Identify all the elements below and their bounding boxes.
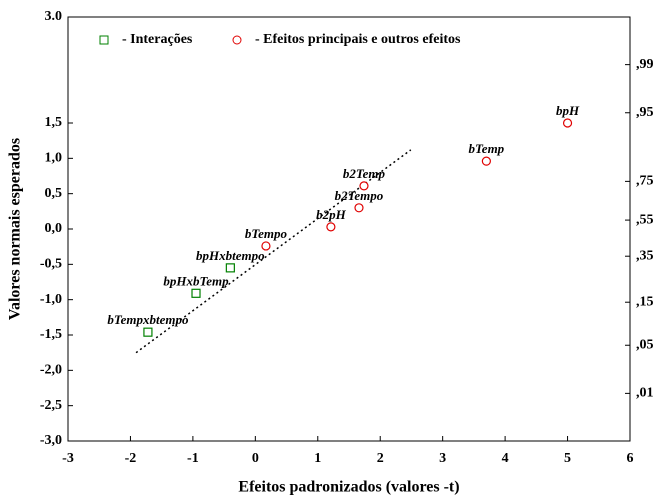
y-axis-title: Valores normais esperados <box>7 138 24 320</box>
y-tick-label: 0,0 <box>45 221 63 236</box>
y2-tick-label: ,99 <box>636 57 654 72</box>
y2-tick-label: ,55 <box>636 212 654 227</box>
x-tick-label: 5 <box>564 451 571 466</box>
y-tick-label: 3.0 <box>45 9 63 24</box>
reference-line <box>135 149 412 354</box>
point-label: bTempxbtempo <box>107 312 189 327</box>
x-tick-label: 4 <box>502 451 509 466</box>
y2-tick-label: ,95 <box>636 105 654 120</box>
point-label: bpHxbTemp <box>163 273 229 288</box>
point-label: bpHxbtempo <box>196 248 265 263</box>
y-tick-label: 0,5 <box>45 186 63 201</box>
legend-symbol <box>99 35 109 45</box>
x-tick-label: 1 <box>314 451 321 466</box>
y2-tick-label: ,05 <box>636 337 654 352</box>
legend-label: - Efeitos principais e outros efeitos <box>255 32 461 47</box>
x-tick-label: 0 <box>252 451 259 466</box>
x-tick-label: 2 <box>377 451 384 466</box>
point <box>143 327 153 337</box>
point <box>326 222 336 232</box>
x-tick-label: -2 <box>125 451 137 466</box>
x-tick-label: -1 <box>187 451 199 466</box>
y-tick-label: 1,5 <box>45 115 63 130</box>
point <box>225 263 235 273</box>
x-axis-title: Efeitos padronizados (valores -t) <box>238 479 459 496</box>
y2-tick-label: ,15 <box>636 294 654 309</box>
point-label: b2Tempo <box>335 188 384 203</box>
y-tick-label: -1,0 <box>40 292 62 307</box>
y2-tick-label: ,75 <box>636 174 654 189</box>
y-tick-label: -2,5 <box>40 398 62 413</box>
plot-frame <box>67 16 631 442</box>
y2-tick-label: ,35 <box>636 248 654 263</box>
point-label: bTemp <box>469 141 505 156</box>
legend-symbol <box>232 35 242 45</box>
point-label: b2Temp <box>343 166 386 181</box>
x-tick-label: -3 <box>62 451 74 466</box>
point <box>359 181 369 191</box>
point-label: bTempo <box>245 226 288 241</box>
y-tick-label: 1,0 <box>45 151 63 166</box>
x-tick-label: 6 <box>627 451 634 466</box>
y-tick-label: -0,5 <box>40 257 62 272</box>
y-tick-label: -1,5 <box>40 327 62 342</box>
point <box>354 203 364 213</box>
legend-label: - Interações <box>122 32 193 47</box>
point <box>261 241 271 251</box>
y-tick-label: -2,0 <box>40 363 62 378</box>
point <box>562 118 573 128</box>
point-label: b2pH <box>316 207 347 222</box>
y-tick-label: -3,0 <box>40 433 62 448</box>
point <box>481 156 491 166</box>
x-tick-label: 3 <box>439 451 446 466</box>
point-label: bpH <box>556 103 580 118</box>
point <box>191 288 201 298</box>
y2-tick-label: ,01 <box>636 386 654 401</box>
